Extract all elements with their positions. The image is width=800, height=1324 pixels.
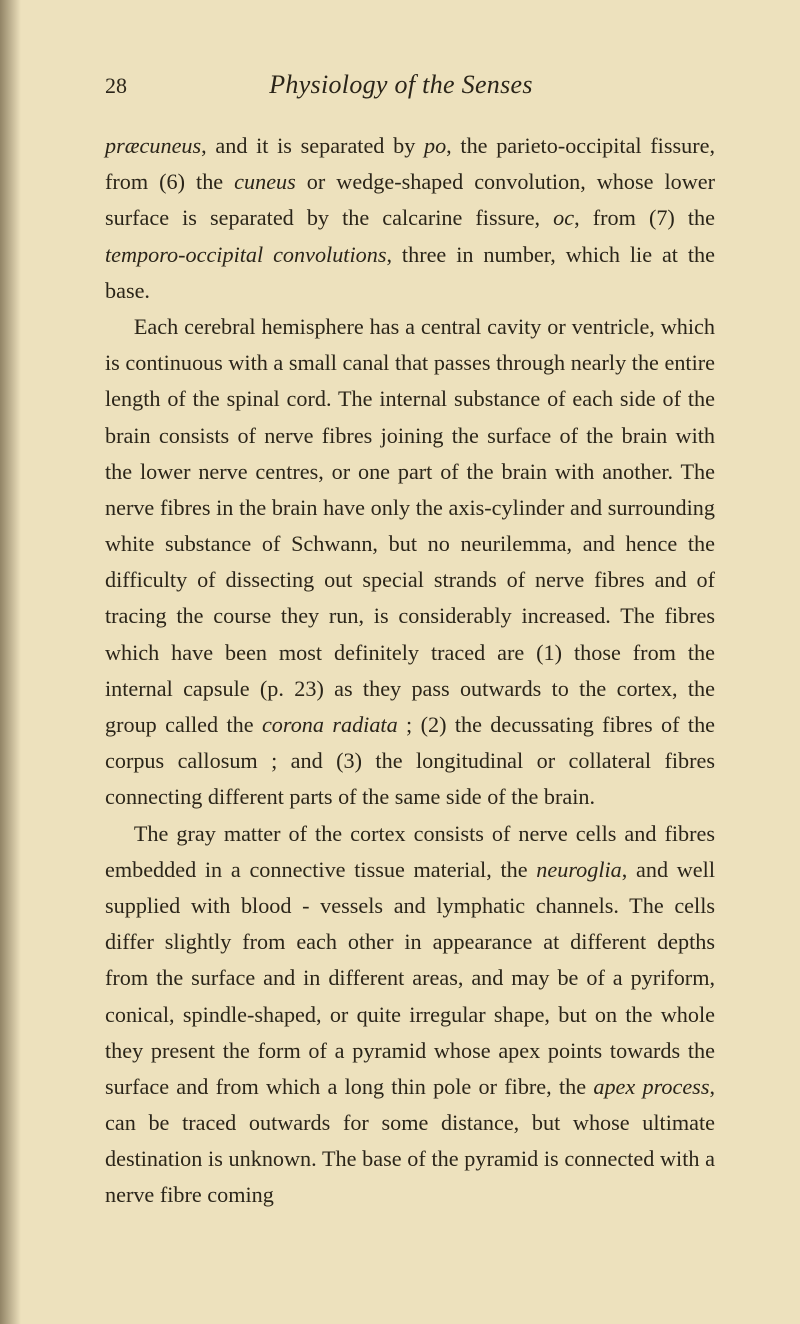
- term-praecuneus: præcuneus: [105, 133, 201, 158]
- term-temporo-occipital: temporo-occipital convolutions: [105, 242, 386, 267]
- paragraph-3: The gray matter of the cortex consists o…: [105, 816, 715, 1214]
- term-neuroglia: neuroglia: [536, 857, 621, 882]
- term-po: po: [424, 133, 446, 158]
- text: Each cerebral hemisphere has a central c…: [105, 314, 715, 737]
- page-number: 28: [105, 73, 127, 99]
- body-text: præcuneus, and it is separated by po, th…: [105, 128, 715, 1214]
- page-left-shadow: [0, 0, 22, 1324]
- term-apex-process: apex process: [593, 1074, 709, 1099]
- text: , and well supplied with blood - vessels…: [105, 857, 715, 1099]
- running-title: Physiology of the Senses: [127, 70, 715, 100]
- term-cuneus: cuneus: [234, 169, 296, 194]
- text: , from (7) the: [574, 205, 715, 230]
- page-content: 28 Physiology of the Senses præcuneus, a…: [105, 70, 715, 1214]
- paragraph-2: Each cerebral hemisphere has a central c…: [105, 309, 715, 816]
- term-oc: oc: [553, 205, 574, 230]
- page-header: 28 Physiology of the Senses: [105, 70, 715, 100]
- term-corona-radiata: corona radiata: [262, 712, 398, 737]
- text: , and it is separated by: [201, 133, 424, 158]
- paragraph-1: præcuneus, and it is separated by po, th…: [105, 128, 715, 309]
